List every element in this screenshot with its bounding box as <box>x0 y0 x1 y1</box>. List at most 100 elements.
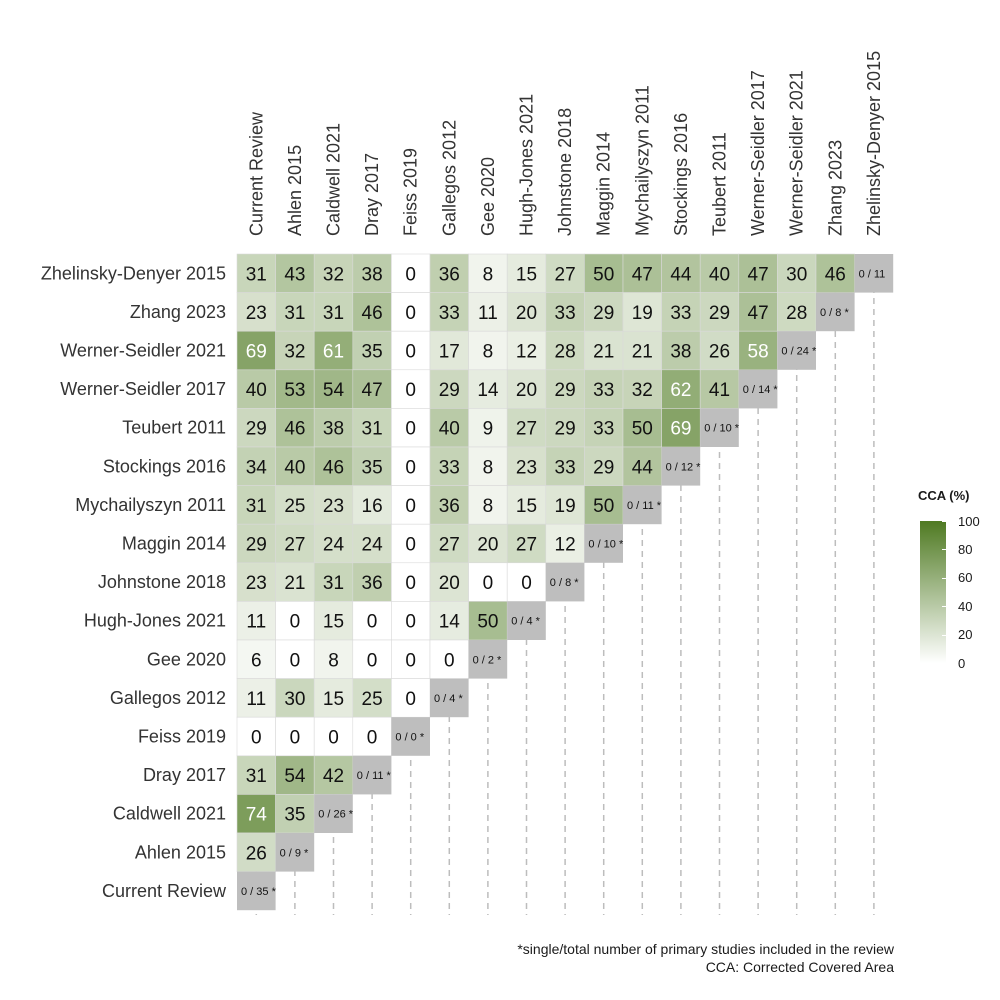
heatmap-cell <box>236 485 276 525</box>
diagonal-label: 0 / 14 * <box>743 384 779 396</box>
cell-value: 15 <box>323 612 344 633</box>
cell-value: 29 <box>593 457 614 478</box>
legend-tick-mark <box>942 549 948 551</box>
cell-value: 69 <box>670 419 691 440</box>
heatmap-cell <box>352 408 392 448</box>
cell-value: 0 <box>328 728 339 749</box>
heatmap-cell <box>506 408 547 448</box>
cell-value: 40 <box>709 264 730 285</box>
cell-value: 0 <box>405 303 416 324</box>
cell-value: 50 <box>593 264 614 285</box>
heatmap-cell <box>313 253 354 293</box>
heatmap-cell <box>313 408 354 448</box>
heatmap-cell <box>313 369 354 409</box>
cell-value: 0 <box>405 689 416 710</box>
heatmap-cell <box>236 562 276 602</box>
cell-value: 0 <box>290 728 301 749</box>
column-label: Mychailyszyn 2011 <box>632 85 652 236</box>
heatmap-cell <box>275 601 315 641</box>
cell-value: 61 <box>323 342 344 363</box>
heatmap-cell <box>545 292 585 332</box>
legend-tick-mark <box>942 663 948 664</box>
cell-value: 36 <box>439 264 460 285</box>
heatmap-cell <box>777 253 817 293</box>
heatmap-cell <box>429 330 469 371</box>
diagonal-cell <box>623 485 662 525</box>
heatmap-cell <box>545 485 585 525</box>
diagonal-label: 0 / 35 * <box>241 886 277 898</box>
diagonal-label: 0 / 10 * <box>704 423 740 435</box>
cell-value: 12 <box>555 535 576 556</box>
cell-value: 24 <box>323 535 345 556</box>
column-label: Werner-Seidler 2021 <box>787 70 807 236</box>
cell-value: 0 <box>405 419 416 440</box>
cell-value: 32 <box>284 342 305 363</box>
cell-value: 31 <box>323 303 344 324</box>
heatmap-cell <box>313 755 354 795</box>
cell-value: 30 <box>284 689 305 710</box>
cell-value: 0 <box>405 535 416 556</box>
heatmap-cell <box>352 330 392 371</box>
heatmap-cell <box>236 601 276 641</box>
diagonal-cell <box>738 369 778 409</box>
cell-value: 15 <box>516 264 537 285</box>
heatmap-cell <box>275 369 315 409</box>
cell-value: 27 <box>516 419 537 440</box>
heatmap-cell <box>236 523 276 564</box>
cell-value: 21 <box>284 573 305 594</box>
diagonal-label: 0 / 11 * <box>357 770 392 782</box>
cell-value: 29 <box>555 419 576 440</box>
heatmap-cell <box>391 601 431 641</box>
row-label: Dray 2017 <box>143 765 226 785</box>
legend-tick-mark <box>942 634 948 636</box>
cell-value: 15 <box>323 689 344 710</box>
row-label: Maggin 2014 <box>122 534 226 554</box>
diagonal-cell <box>430 678 469 718</box>
diagonal-label: 0 / 8 * <box>820 307 849 319</box>
cell-value: 0 <box>405 457 416 478</box>
cell-value: 16 <box>362 496 383 517</box>
cell-value: 41 <box>709 380 730 401</box>
cell-value: 27 <box>555 264 576 285</box>
cell-value: 23 <box>323 496 344 517</box>
heatmap-cell <box>468 485 508 525</box>
cell-value: 20 <box>439 573 460 594</box>
cell-value: 0 <box>405 342 416 363</box>
cell-value: 20 <box>477 535 498 556</box>
column-label: Maggin 2014 <box>594 132 614 236</box>
cell-value: 34 <box>246 457 268 478</box>
cell-value: 14 <box>439 612 461 633</box>
cell-value: 32 <box>632 380 653 401</box>
cell-value: 27 <box>516 535 537 556</box>
diagonal-label: 0 / 12 * <box>666 461 702 473</box>
diagonal-label: 0 / 10 * <box>588 539 624 551</box>
row-label: Caldwell 2021 <box>113 804 226 824</box>
cell-value: 0 <box>251 728 262 749</box>
column-labels: Current Review Ahlen 2015 Caldwell 2021 Dra… <box>246 51 884 236</box>
cell-value: 29 <box>246 419 267 440</box>
column-label: Teubert 2011 <box>710 132 730 236</box>
heatmap-cell <box>815 253 855 293</box>
heatmap-cell <box>391 369 431 409</box>
footnote-line-studies: *single/total number of primary studies … <box>517 941 894 957</box>
heatmap-cell <box>275 292 315 332</box>
diagonal-cell <box>468 640 508 679</box>
diagonal-cell <box>237 871 276 911</box>
diagonal-cell <box>352 755 392 795</box>
heatmap-cell <box>236 755 276 795</box>
heatmap-cell <box>545 523 585 564</box>
cell-value: 54 <box>284 766 306 787</box>
column-label: Johnstone 2018 <box>555 108 575 236</box>
row-label: Werner-Seidler 2017 <box>60 379 226 399</box>
cell-value: 0 <box>367 612 378 633</box>
diagonal-cell <box>391 717 430 756</box>
cell-value: 46 <box>323 457 344 478</box>
cell-value: 46 <box>362 303 383 324</box>
heatmap-cell <box>391 330 431 371</box>
heatmap-cell <box>506 485 547 525</box>
diagonal-cell <box>661 447 701 486</box>
cell-value: 30 <box>786 264 807 285</box>
cell-value: 33 <box>555 457 576 478</box>
